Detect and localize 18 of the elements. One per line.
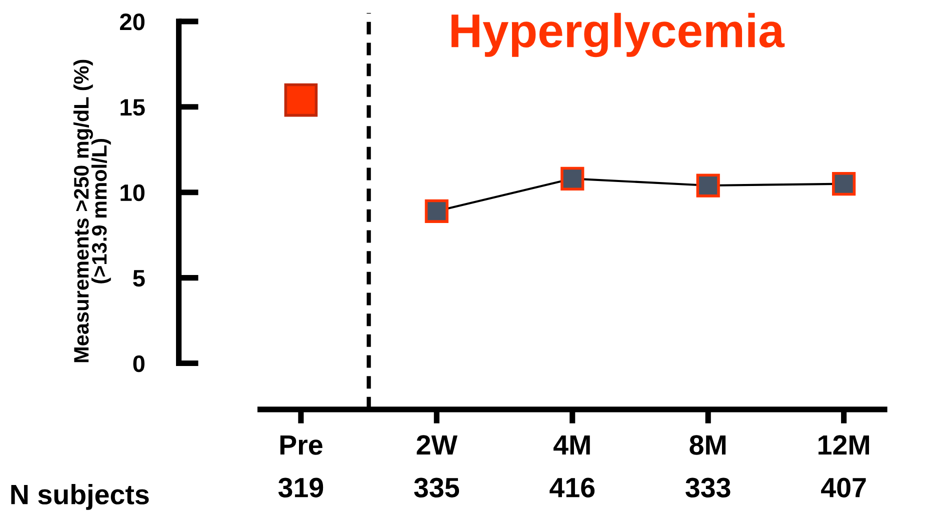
- chart-title: Hyperglycemia: [452, 12, 785, 58]
- text: 416: [550, 478, 595, 498]
- text: 333: [686, 478, 730, 498]
- y-tick-label: 15: [120, 99, 145, 116]
- y-tick-label: 5: [133, 270, 145, 287]
- x-tick-label: Pre: [280, 435, 322, 455]
- text: 407: [821, 478, 866, 498]
- y-axis-title: Measurements >250 mg/dL (%) (>13.9 mmol/L): [73, 60, 111, 362]
- x-tick-label: 4M: [554, 435, 590, 455]
- x-tick-label: 12M: [818, 435, 869, 455]
- x-tick-label: 8M: [690, 435, 726, 455]
- y-tick-label: 20: [120, 13, 144, 30]
- x-tick-label: 2W: [416, 435, 458, 455]
- text: 335: [414, 478, 460, 498]
- y-tick-label: 10: [120, 184, 144, 202]
- text: 319: [278, 478, 324, 498]
- text: N subjects: [11, 484, 149, 510]
- y-tick-label: 0: [133, 355, 144, 372]
